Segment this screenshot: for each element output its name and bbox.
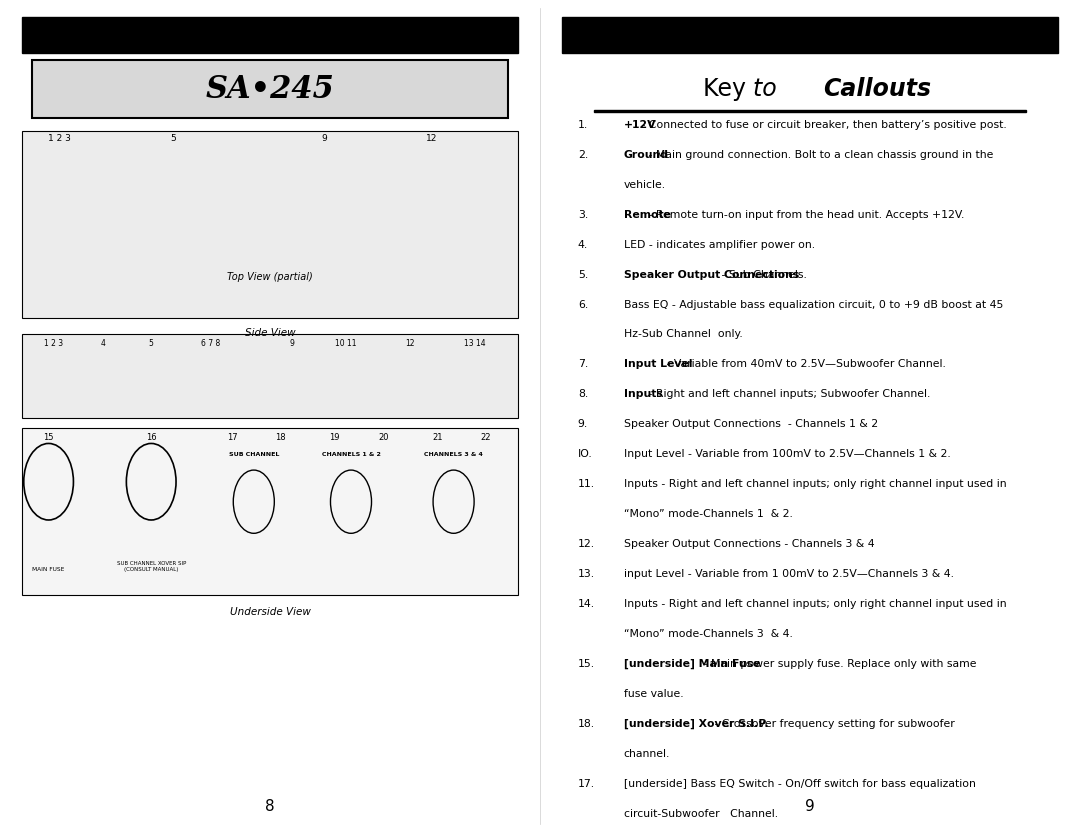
Text: Underside View: Underside View bbox=[230, 607, 310, 617]
Bar bbox=[22, 428, 518, 595]
Text: - Sub Channels.: - Sub Channels. bbox=[718, 270, 807, 280]
Text: to: to bbox=[754, 77, 784, 101]
Text: 9: 9 bbox=[289, 339, 294, 348]
Text: 16: 16 bbox=[146, 433, 157, 442]
Text: 13.: 13. bbox=[578, 569, 595, 579]
Text: SA•245: SA•245 bbox=[205, 73, 335, 105]
Text: 11.: 11. bbox=[578, 479, 595, 489]
Text: Inputs: Inputs bbox=[624, 389, 662, 399]
Text: Remote: Remote bbox=[624, 210, 671, 220]
Text: +12V: +12V bbox=[624, 120, 657, 130]
Text: 17.: 17. bbox=[578, 779, 595, 789]
Bar bbox=[22, 334, 518, 418]
Text: 18.: 18. bbox=[578, 719, 595, 729]
Text: 12: 12 bbox=[427, 134, 437, 143]
Text: 19: 19 bbox=[329, 433, 340, 442]
Text: Inputs - Right and left channel inputs; only right channel input used in: Inputs - Right and left channel inputs; … bbox=[624, 479, 1007, 489]
Text: 13 14: 13 14 bbox=[464, 339, 486, 348]
Text: 6 7 8: 6 7 8 bbox=[201, 339, 220, 348]
Text: [underside] Main Fuse: [underside] Main Fuse bbox=[624, 659, 760, 669]
Text: 5.: 5. bbox=[578, 270, 588, 280]
Text: Speaker Output Connections  - Channels 1 & 2: Speaker Output Connections - Channels 1 … bbox=[624, 419, 878, 429]
Text: 15: 15 bbox=[43, 433, 54, 442]
Text: CHANNELS 3 & 4: CHANNELS 3 & 4 bbox=[424, 452, 483, 457]
Text: Input Level - Variable from 100mV to 2.5V—Channels 1 & 2.: Input Level - Variable from 100mV to 2.5… bbox=[624, 449, 950, 459]
Text: “Mono” mode-Channels 3  & 4.: “Mono” mode-Channels 3 & 4. bbox=[624, 629, 793, 639]
Text: 6.: 6. bbox=[578, 300, 588, 310]
Text: IO.: IO. bbox=[578, 449, 593, 459]
Text: Speaker Output Connections: Speaker Output Connections bbox=[624, 270, 799, 280]
Text: “Mono” mode-Channels 1  & 2.: “Mono” mode-Channels 1 & 2. bbox=[624, 509, 793, 519]
Text: 9.: 9. bbox=[578, 419, 588, 429]
Text: 10 11: 10 11 bbox=[335, 339, 356, 348]
Text: 20: 20 bbox=[378, 433, 389, 442]
Text: 5: 5 bbox=[170, 134, 176, 143]
Text: 9: 9 bbox=[321, 134, 327, 143]
Text: Speaker Output Connections - Channels 3 & 4: Speaker Output Connections - Channels 3 … bbox=[624, 539, 875, 549]
Text: 4.: 4. bbox=[578, 240, 588, 250]
Bar bbox=[594, 110, 1026, 112]
Text: 18: 18 bbox=[275, 433, 286, 442]
Text: 8: 8 bbox=[266, 799, 274, 814]
Text: Top View (partial): Top View (partial) bbox=[227, 271, 313, 282]
Text: 9: 9 bbox=[805, 799, 815, 814]
Text: Hz-Sub Channel  only.: Hz-Sub Channel only. bbox=[624, 329, 742, 339]
Text: Input Level: Input Level bbox=[624, 359, 692, 369]
Text: 7.: 7. bbox=[578, 359, 588, 369]
Text: Inputs - Right and left channel inputs; only right channel input used in: Inputs - Right and left channel inputs; … bbox=[624, 599, 1007, 609]
Text: Callouts: Callouts bbox=[824, 77, 932, 101]
Bar bbox=[22, 131, 518, 318]
Text: 14.: 14. bbox=[578, 599, 595, 609]
Text: [underside] Bass EQ Switch - On/Off switch for bass equalization: [underside] Bass EQ Switch - On/Off swit… bbox=[624, 779, 975, 789]
Text: LED - indicates amplifier power on.: LED - indicates amplifier power on. bbox=[624, 240, 814, 250]
Text: 12: 12 bbox=[406, 339, 415, 348]
Text: [underside] Xover S.I.P.: [underside] Xover S.I.P. bbox=[624, 719, 768, 729]
Text: CHANNELS 1 & 2: CHANNELS 1 & 2 bbox=[322, 452, 380, 457]
Text: - Connected to fuse or circuit breaker, then battery’s positive post.: - Connected to fuse or circuit breaker, … bbox=[638, 120, 1007, 130]
Text: Side View: Side View bbox=[245, 328, 295, 338]
Text: vehicle.: vehicle. bbox=[624, 180, 666, 190]
Text: fuse value.: fuse value. bbox=[624, 689, 684, 699]
Text: 22: 22 bbox=[481, 433, 491, 442]
Text: SUB CHANNEL: SUB CHANNEL bbox=[229, 452, 279, 457]
Text: 3.: 3. bbox=[578, 210, 588, 220]
Text: circuit-Subwoofer   Channel.: circuit-Subwoofer Channel. bbox=[624, 809, 778, 819]
Text: input Level - Variable from 1 00mV to 2.5V—Channels 3 & 4.: input Level - Variable from 1 00mV to 2.… bbox=[624, 569, 954, 579]
Text: - Variable from 40mV to 2.5V—Subwoofer Channel.: - Variable from 40mV to 2.5V—Subwoofer C… bbox=[663, 359, 946, 369]
Text: 17: 17 bbox=[227, 433, 238, 442]
Text: Ground: Ground bbox=[624, 150, 669, 160]
Bar bbox=[562, 17, 1058, 53]
Text: 1 2 3: 1 2 3 bbox=[48, 134, 71, 143]
Text: - Main ground connection. Bolt to a clean chassis ground in the: - Main ground connection. Bolt to a clea… bbox=[646, 150, 994, 160]
Bar bbox=[22, 17, 518, 53]
Text: - Main power supply fuse. Replace only with same: - Main power supply fuse. Replace only w… bbox=[700, 659, 976, 669]
Text: Key: Key bbox=[703, 77, 754, 101]
Text: 12.: 12. bbox=[578, 539, 595, 549]
Text: - Right and left channel inputs; Subwoofer Channel.: - Right and left channel inputs; Subwoof… bbox=[646, 389, 931, 399]
Text: channel.: channel. bbox=[624, 749, 670, 759]
Text: MAIN FUSE: MAIN FUSE bbox=[32, 567, 65, 572]
Text: 15.: 15. bbox=[578, 659, 595, 669]
Text: 2.: 2. bbox=[578, 150, 588, 160]
Text: 21: 21 bbox=[432, 433, 443, 442]
Text: 4: 4 bbox=[100, 339, 105, 348]
Text: 8.: 8. bbox=[578, 389, 588, 399]
Text: Bass EQ - Adjustable bass equalization circuit, 0 to +9 dB boost at 45: Bass EQ - Adjustable bass equalization c… bbox=[624, 300, 1003, 310]
Text: 1.: 1. bbox=[578, 120, 588, 130]
Text: 1 2 3: 1 2 3 bbox=[44, 339, 64, 348]
Text: SUB CHANNEL XOVER SIP
(CONSULT MANUAL): SUB CHANNEL XOVER SIP (CONSULT MANUAL) bbox=[117, 561, 186, 572]
Text: - Remote turn-on input from the head unit. Accepts +12V.: - Remote turn-on input from the head uni… bbox=[646, 210, 964, 220]
Bar bbox=[32, 60, 508, 118]
Text: - Crossover frequency setting for subwoofer: - Crossover frequency setting for subwoo… bbox=[711, 719, 955, 729]
Text: 5: 5 bbox=[149, 339, 153, 348]
